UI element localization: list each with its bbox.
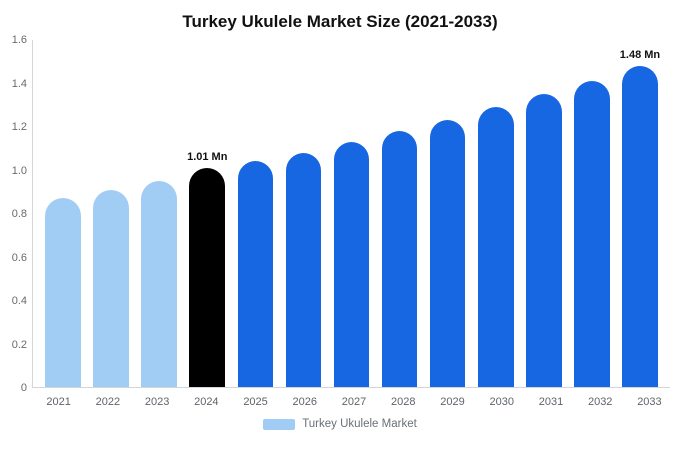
y-axis: 1.6 1.4 1.2 1.0 0.8 0.6 0.4 0.2 0 — [4, 34, 32, 394]
bar-2031[interactable] — [526, 94, 562, 387]
bar-2030[interactable] — [477, 107, 514, 387]
plot-area: 1.01 Mn 1.48 Mn — [32, 40, 670, 388]
bar-2029[interactable] — [429, 120, 466, 387]
x-axis-label-2022: 2022 — [95, 396, 121, 408]
x-axis-label-2023: 2023 — [144, 396, 170, 408]
bar-group-2021 — [39, 40, 87, 387]
x-axis-label-2031: 2031 — [538, 396, 564, 408]
bar-group-2033: 1.48 Mn — [616, 40, 664, 387]
bar-group-2025 — [231, 40, 279, 387]
y-axis-tick-label-1.4: 1.4 — [11, 77, 27, 90]
bar-value-label-2024: 1.01 Mn — [187, 150, 228, 163]
bar-2023[interactable] — [141, 180, 177, 387]
bar-group-2030 — [472, 40, 520, 387]
chart-body: 1.6 1.4 1.2 1.0 0.8 0.6 0.4 0.2 0 1.01 Mn 1.48 Mn — [0, 34, 680, 394]
bar-group-2022 — [87, 40, 135, 387]
bar-2028[interactable] — [381, 131, 418, 387]
bar-2026[interactable] — [285, 152, 322, 387]
x-axis-label-2030: 2030 — [489, 396, 514, 408]
bars-row: 1.01 Mn 1.48 Mn — [33, 40, 670, 387]
bar-2033[interactable] — [622, 66, 658, 387]
bar-2025[interactable] — [237, 161, 274, 387]
bar-group-2032 — [568, 40, 616, 387]
bar-group-2027 — [327, 40, 375, 387]
bar-2022[interactable] — [93, 189, 129, 387]
bar-value-label-2033: 1.48 Mn — [619, 49, 661, 62]
y-axis-tick-label-1.2: 1.2 — [11, 121, 27, 133]
x-axis-label-2028: 2028 — [391, 396, 416, 408]
legend: Turkey Ukulele Market — [0, 418, 680, 430]
x-axis-label-2033: 2033 — [637, 396, 662, 408]
y-axis-tick-label-0: 0 — [20, 382, 27, 394]
x-axis-label-2024: 2024 — [194, 396, 219, 408]
y-axis-tick-label-0.4: 0.4 — [11, 295, 27, 307]
x-axis-label-2027: 2027 — [341, 396, 367, 408]
x-axis: 2021 2022 2023 2024 2025 2026 2027 2028 2029 2030… — [28, 388, 680, 408]
y-axis-tick-label-0.2: 0.2 — [11, 338, 27, 351]
x-axis-label-2026: 2026 — [292, 396, 318, 408]
legend-item-turkey-ukulele-market[interactable]: Turkey Ukulele Market — [263, 418, 417, 430]
y-axis-tick-label-0.6: 0.6 — [11, 251, 27, 264]
bar-2024[interactable] — [189, 167, 226, 387]
y-axis-tick-label-1.6: 1.6 — [11, 34, 27, 46]
x-axis-label-2025: 2025 — [243, 396, 268, 408]
bar-group-2023 — [135, 40, 183, 387]
legend-label: Turkey Ukulele Market — [302, 418, 417, 430]
bar-2027[interactable] — [333, 141, 370, 387]
bar-group-2024: 1.01 Mn — [183, 40, 231, 387]
bar-group-2031 — [520, 40, 568, 387]
x-axis-label-2021: 2021 — [46, 396, 71, 408]
x-axis-label-2032: 2032 — [587, 396, 613, 408]
bar-2021[interactable] — [45, 198, 81, 387]
bar-group-2029 — [424, 40, 472, 387]
bar-2032[interactable] — [574, 81, 610, 387]
y-axis-tick-label-1.0: 1.0 — [11, 164, 27, 177]
plot-wrap: 1.01 Mn 1.48 Mn — [32, 40, 670, 388]
chart-title: Turkey Ukulele Market Size (2021-2033) — [182, 12, 498, 31]
x-axis-label-2029: 2029 — [440, 396, 465, 408]
y-axis-tick-label-0.8: 0.8 — [11, 208, 27, 220]
legend-swatch — [263, 418, 296, 430]
bar-group-2028 — [376, 40, 424, 387]
bar-group-2026 — [279, 40, 327, 387]
